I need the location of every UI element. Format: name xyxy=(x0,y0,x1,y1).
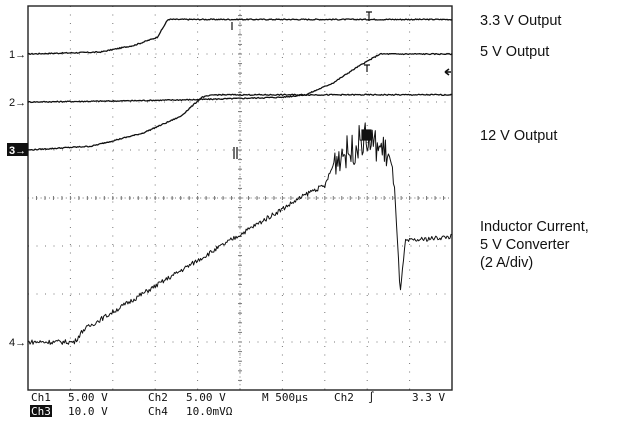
label-5v-output: 5 V Output xyxy=(480,44,550,60)
trigger-level-arrow xyxy=(444,68,451,76)
ch3-scale: 10.0 V xyxy=(68,405,108,418)
ch4-scale: 10.0mVΩ xyxy=(186,405,233,418)
channel-markers: 1→ 2→ 3→ 4→ xyxy=(7,49,28,349)
channel-marker-1: 1→ xyxy=(9,49,26,61)
trigger-level: 3.3 V xyxy=(412,391,445,404)
trace-1 xyxy=(27,18,453,56)
tick-mark-3v3-right xyxy=(366,11,372,21)
channel-marker-2: 2→ xyxy=(9,97,26,109)
readout-bar: Ch1 5.00 V Ch2 5.00 V M 500µs Ch2 ∫ 3.3 … xyxy=(30,391,445,418)
label-inductor-line1: Inductor Current, xyxy=(480,219,589,235)
trace-2 xyxy=(27,52,453,104)
label-inductor-line3: (2 A/div) xyxy=(480,255,534,271)
tick-mark-12v-left xyxy=(233,147,238,159)
timebase: M 500µs xyxy=(262,391,308,404)
trace-4 xyxy=(27,122,453,345)
trace-3 xyxy=(27,93,453,151)
tick-mark-5v xyxy=(364,64,370,72)
ch2-label: Ch2 xyxy=(148,391,168,404)
ch3-label: Ch3 xyxy=(31,405,51,418)
ch3-label-background xyxy=(30,405,52,417)
label-inductor-line2: 5 V Converter xyxy=(480,237,570,253)
channel-marker-3: 3→ xyxy=(9,145,26,157)
graticule xyxy=(27,5,453,391)
ch2-scale: 5.00 V xyxy=(186,391,226,404)
ch1-scale: 5.00 V xyxy=(68,391,108,404)
ch4-label: Ch4 xyxy=(148,405,168,418)
trigger-slope: ∫ xyxy=(368,391,375,404)
label-3v3-output: 3.3 V Output xyxy=(480,13,562,29)
ch1-label: Ch1 xyxy=(31,391,51,404)
trigger-source: Ch2 xyxy=(334,391,354,404)
label-12v-output: 12 V Output xyxy=(480,128,558,144)
channel-marker-3-background xyxy=(7,143,28,156)
screen-border xyxy=(27,5,453,391)
tick-mark-12v-right xyxy=(361,129,372,141)
trace-tick-marks xyxy=(231,11,372,159)
channel-marker-4: 4→ xyxy=(9,337,26,349)
waveform-traces xyxy=(27,18,453,345)
